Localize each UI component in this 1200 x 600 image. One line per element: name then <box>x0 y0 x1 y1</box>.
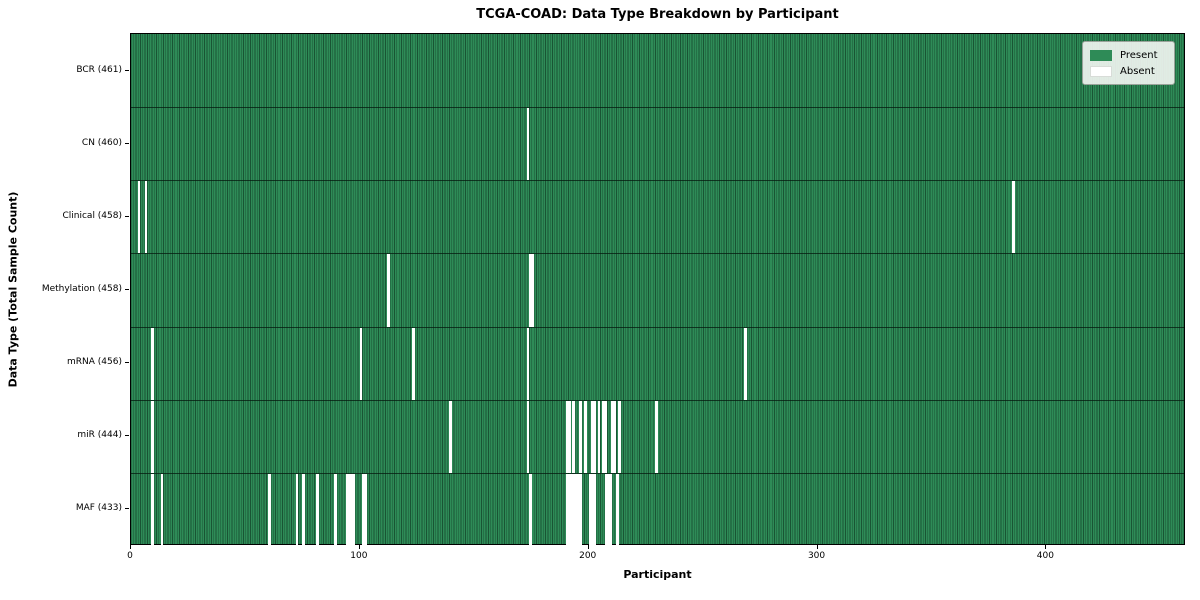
absent-stripe <box>345 473 349 546</box>
x-tick-mark <box>587 545 589 549</box>
absent-stripe <box>526 327 530 400</box>
absent-stripe <box>579 473 583 546</box>
absent-stripe <box>590 400 594 473</box>
heatmap-row-mir <box>131 399 1184 473</box>
absent-stripe <box>144 181 148 254</box>
absent-stripe <box>1011 181 1015 254</box>
absent-stripe <box>613 400 617 473</box>
absent-stripe <box>604 473 608 546</box>
x-tick-mark <box>130 545 131 549</box>
absent-stripe <box>567 400 571 473</box>
legend-item-absent: Absent <box>1090 63 1166 79</box>
absent-stripe <box>151 327 155 400</box>
chart-title: TCGA-COAD: Data Type Breakdown by Partic… <box>476 7 839 22</box>
absent-stripe <box>350 473 354 546</box>
x-tick-label: 400 <box>1036 551 1054 561</box>
legend-item-present: Present <box>1090 47 1166 63</box>
absent-stripe <box>588 473 592 546</box>
x-axis-title: Participant <box>623 568 692 581</box>
absent-stripe <box>361 473 365 546</box>
y-tick-label: miR (444) <box>77 430 122 441</box>
y-tick-mark <box>125 508 129 510</box>
absent-stripe <box>387 254 390 327</box>
heatmap-row-clinical <box>131 180 1184 254</box>
absent-stripe <box>744 327 747 400</box>
y-tick-label: MAF (433) <box>75 503 122 514</box>
absent-stripe <box>579 400 583 473</box>
absent-stripe <box>572 400 576 473</box>
absent-stripe <box>295 473 299 546</box>
absent-stripe <box>526 108 530 181</box>
absent-stripe <box>531 254 534 327</box>
absent-stripe <box>352 473 356 546</box>
absent-stripe <box>654 400 658 473</box>
absent-stripe <box>448 400 452 473</box>
absent-stripe <box>526 400 530 473</box>
absent-stripe <box>615 473 619 546</box>
heatmap-row-maf <box>131 472 1184 546</box>
absent-stripe <box>316 473 319 546</box>
y-tick-mark <box>125 142 129 144</box>
absent-stripe <box>593 400 596 473</box>
plot-area <box>130 33 1185 546</box>
absent-stripe <box>577 473 580 546</box>
absent-stripe <box>609 473 612 546</box>
absent-stripe <box>528 473 532 546</box>
absent-stripe <box>302 473 306 546</box>
y-tick-label: BCR (461) <box>76 64 122 75</box>
absent-stripe <box>611 400 615 473</box>
absent-stripe <box>602 400 605 473</box>
y-tick-mark <box>125 435 129 437</box>
y-tick-label: CN (460) <box>81 137 122 148</box>
absent-stripe <box>412 327 415 400</box>
y-tick-mark <box>125 362 129 364</box>
present-swatch-icon <box>1090 49 1112 61</box>
heatmap-row-methylation <box>131 253 1184 327</box>
absent-stripe <box>137 181 141 254</box>
y-tick-mark <box>125 215 129 217</box>
absent-stripe <box>597 400 601 473</box>
y-tick-label: Methylation (458) <box>41 284 122 294</box>
x-tick-label: 100 <box>350 551 368 561</box>
x-tick-mark <box>358 545 360 549</box>
absent-stripe <box>618 400 621 473</box>
heatmap-row-mrna <box>131 326 1184 400</box>
absent-stripe <box>334 473 338 546</box>
legend: Present Absent <box>1082 41 1175 85</box>
y-tick-label: mRNA (456) <box>67 357 122 368</box>
x-tick-label: 0 <box>127 551 133 561</box>
absent-stripe <box>567 473 571 546</box>
absent-stripe <box>348 473 351 546</box>
absent-stripe <box>565 400 569 473</box>
absent-stripe <box>160 473 164 546</box>
absent-swatch-icon <box>1090 65 1112 77</box>
absent-stripe <box>574 473 578 546</box>
y-tick-mark <box>125 69 129 71</box>
absent-stripe <box>151 473 155 546</box>
absent-stripe <box>528 254 532 327</box>
absent-stripe <box>364 473 367 546</box>
y-tick-mark <box>125 289 129 290</box>
x-tick-label: 300 <box>807 551 826 561</box>
absent-stripe <box>593 473 596 546</box>
absent-stripe <box>590 473 594 546</box>
x-tick-label: 200 <box>579 551 597 561</box>
y-tick-label: Clinical (458) <box>62 210 122 221</box>
absent-stripe <box>565 473 569 546</box>
absent-stripe <box>583 400 587 473</box>
legend-label-present: Present <box>1120 49 1158 61</box>
absent-stripe <box>606 473 610 546</box>
legend-label-absent: Absent <box>1120 65 1155 77</box>
heatmap-row-cn <box>131 107 1184 181</box>
absent-stripe <box>359 327 363 400</box>
absent-stripe <box>604 400 608 473</box>
x-tick-mark <box>1045 545 1047 549</box>
heatmap-row-bcr <box>131 34 1184 107</box>
absent-stripe <box>268 473 271 546</box>
absent-stripe <box>572 473 576 546</box>
absent-stripe <box>570 473 573 546</box>
x-tick-mark <box>816 545 818 549</box>
absent-stripe <box>151 400 155 473</box>
